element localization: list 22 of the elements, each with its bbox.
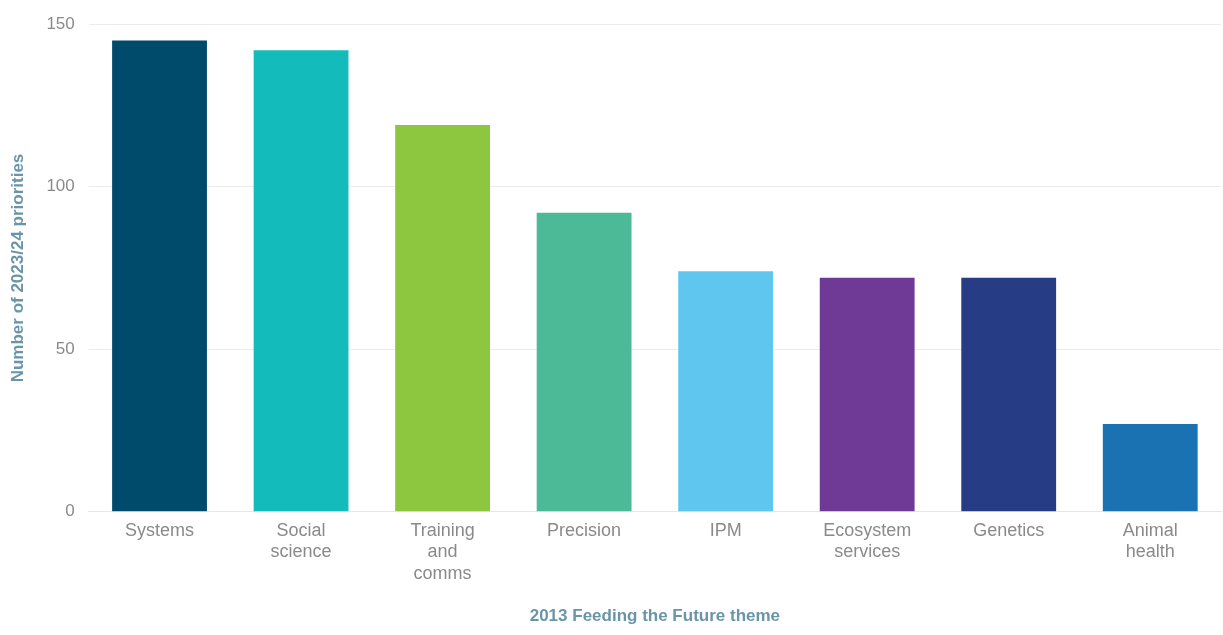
x-tick-label: IPM (709, 519, 742, 540)
x-tick-label: Genetics (973, 519, 1045, 540)
bar (536, 212, 632, 512)
bar (1102, 424, 1198, 512)
bar (819, 277, 915, 512)
x-tick-label: Precision (547, 519, 622, 540)
x-tick-label: Systems (125, 519, 195, 540)
y-tick-label: 100 (46, 176, 75, 196)
y-axis-title: Number of 2023/24 priorities (7, 153, 27, 383)
bar (961, 277, 1057, 512)
x-tick-label: Social science (270, 519, 332, 562)
x-tick-label: Training and comms (410, 519, 475, 583)
y-tick-label: 150 (46, 13, 75, 33)
x-axis-title: 2013 Feeding the Future theme (529, 606, 781, 626)
y-tick-label: 0 (65, 501, 75, 521)
x-tick-label: Ecosystem services (823, 519, 912, 562)
x-tick-label: Animal health (1122, 519, 1178, 562)
bar (112, 40, 207, 512)
bar (678, 271, 774, 512)
bar (395, 124, 490, 512)
y-tick-label: 50 (55, 338, 75, 358)
bar (253, 50, 349, 512)
